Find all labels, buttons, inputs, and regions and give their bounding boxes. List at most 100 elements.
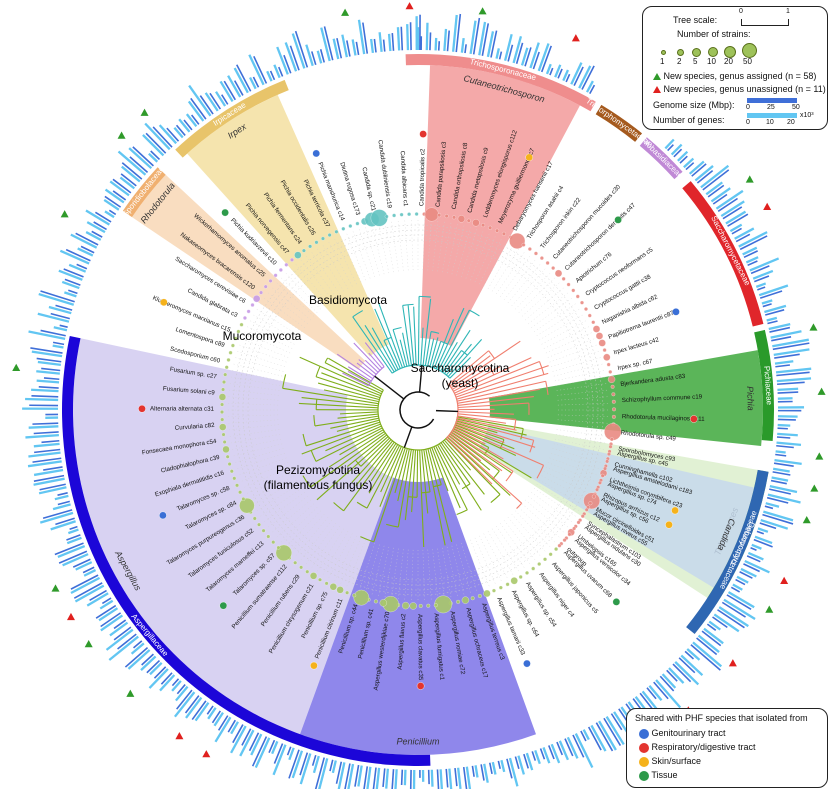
tip-guide [244, 332, 291, 354]
strain-dot [294, 251, 302, 259]
pezizomycotina-branch [457, 416, 524, 430]
strain-dot [409, 602, 417, 610]
strain-dot [222, 445, 230, 454]
gene-count-bar [33, 477, 65, 486]
genome-size-bar [445, 768, 449, 788]
gene-count-bar [680, 654, 704, 677]
gene-count-bar [385, 768, 390, 789]
genome-size-bar [311, 754, 317, 766]
gene-count-bar [54, 494, 69, 501]
strain-dot [353, 589, 370, 606]
tip-guide [290, 268, 325, 307]
gene-count-bar [769, 484, 798, 494]
pezizomycotina-subarc [313, 415, 316, 427]
strain-dot [271, 540, 276, 545]
genome-size-bar [108, 209, 117, 216]
genome-size-bar [464, 44, 467, 54]
family-label-saccharomycetaceae: Saccharomycetaceae [709, 214, 752, 287]
gene-count-bar [542, 747, 551, 764]
genome-size-bar [556, 741, 564, 756]
genome-size-bar [41, 367, 61, 372]
strain-dot [308, 244, 313, 249]
genome-size-bar [726, 594, 752, 611]
gene-count-bar [272, 744, 287, 776]
strain-dot [612, 407, 616, 412]
genome-size-bar [777, 381, 805, 386]
tip-guide [437, 221, 445, 272]
legend-genitourinary-label: Genitourinary tract [651, 728, 726, 738]
tip-guide [422, 549, 425, 600]
saccharomycotina-branch [447, 436, 523, 504]
tip-guide [228, 414, 279, 417]
strain-dot [224, 365, 229, 370]
genome-size-bar [573, 66, 584, 86]
tip-guide [528, 496, 568, 528]
gene-count-bar [219, 80, 234, 103]
tip-guide [557, 403, 608, 406]
genome-size-bar [735, 233, 751, 243]
pezizomycotina-branch [429, 448, 442, 485]
strain-dot [261, 528, 266, 533]
tree-scale-row: Tree scale: 0 1 [673, 8, 790, 26]
genome-size-bar [166, 127, 180, 142]
gene-count-bar [28, 330, 66, 340]
genes-tick-20: 20 [787, 119, 795, 126]
genome-size-bar [666, 669, 678, 682]
genome-size-bar [775, 453, 787, 457]
gene-count-bar [776, 377, 812, 383]
strain-dot [329, 583, 337, 591]
tip-guide [241, 462, 289, 482]
isolation-source-dot [312, 149, 321, 158]
strain-dot [510, 577, 518, 585]
pezizomycotina-branch [431, 447, 449, 492]
gene-count-bar [173, 127, 184, 139]
genome-size-bar [299, 752, 309, 776]
genome-size-bar [400, 26, 404, 51]
tip-guide [554, 438, 604, 450]
saccharomycotina-subarc [516, 502, 523, 509]
pezizomycotina-branch [435, 445, 468, 511]
gene-count-bar [503, 33, 513, 61]
gene-count-bar [187, 100, 205, 122]
genome-size-bar [30, 347, 63, 354]
gene-count-bar [33, 442, 60, 448]
genome-size-bar [684, 650, 695, 660]
gene-count-bar [53, 326, 68, 332]
genome-size-bar [323, 26, 334, 61]
basidiomycota-branch [392, 329, 406, 368]
genome-size-bar [777, 391, 799, 394]
gene-count-bar [128, 147, 153, 170]
genome-size-bar [80, 245, 95, 254]
genome-size-bar [251, 736, 268, 767]
strain-dot [605, 459, 610, 464]
gene-count-bar [668, 667, 685, 684]
genome-size-bar [472, 17, 481, 55]
strain-dot [588, 501, 593, 506]
strain-dot [223, 372, 228, 377]
gene-count-bar [582, 729, 590, 741]
genome-size-bar [498, 51, 503, 60]
gene-count-bar [74, 584, 105, 603]
legend-tissue: Tissue [639, 770, 678, 781]
tip-guide [470, 233, 490, 281]
tip-guide [528, 292, 568, 324]
gene-count-bar [465, 766, 472, 789]
red-triangle-icon [405, 2, 414, 10]
tip-guide [525, 499, 564, 533]
tip-guide [456, 544, 471, 593]
saccharomycotina-branch [454, 357, 532, 394]
tip-guide [300, 260, 332, 300]
genome-size-bar [776, 371, 810, 377]
strain-dot [259, 290, 264, 295]
tip-guide [536, 484, 580, 511]
genus-label-pichia: Pichia [745, 386, 756, 411]
gene-count-bar [100, 614, 124, 632]
gene-count-bar [670, 143, 683, 156]
genome-size-bar [532, 51, 540, 70]
guide-ring [232, 224, 604, 596]
tip-guide [229, 424, 279, 431]
gene-count-bar [776, 441, 802, 446]
basidiomycota-subarc [469, 309, 480, 317]
strain-size-50: 50 [743, 57, 752, 66]
gene-count-bar [66, 536, 82, 545]
